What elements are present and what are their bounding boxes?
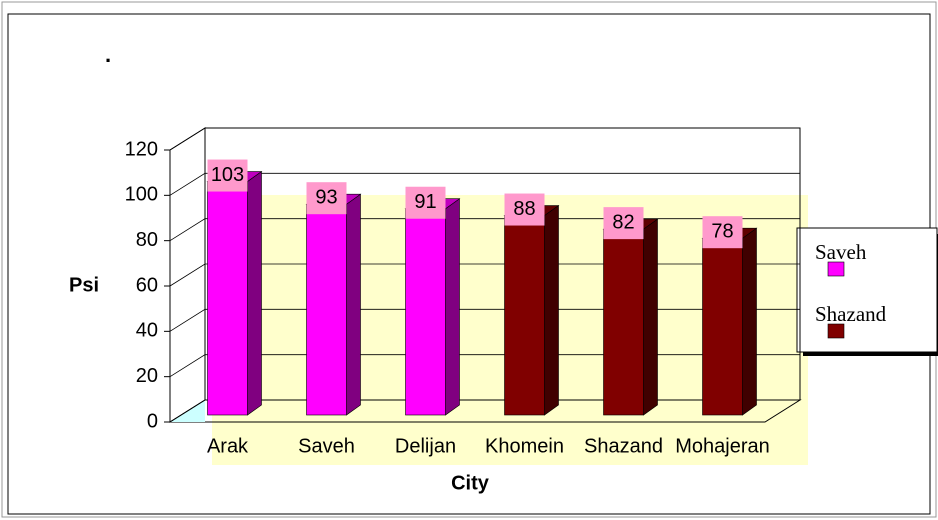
data-label-box (306, 182, 347, 215)
grid-line (169, 127, 800, 151)
grid-line (169, 399, 800, 423)
bar-side (742, 227, 757, 416)
legend: Saveh Shazand (796, 227, 938, 356)
legend-label: Saveh (815, 240, 867, 264)
bar (504, 215, 545, 416)
data-label: 91 (414, 191, 436, 213)
grid-line (169, 263, 800, 287)
bar-side (247, 170, 262, 416)
data-label-box (405, 186, 446, 219)
x-tick-label: Mohajeran (675, 435, 770, 457)
y-tick-label: 20 (136, 365, 158, 387)
x-tick-label: Saveh (298, 435, 355, 457)
x-tick-label: Delijan (395, 435, 456, 457)
chart-title: . (105, 42, 111, 67)
bar (405, 208, 446, 416)
bar-side (445, 198, 460, 416)
grid-line (169, 354, 800, 378)
bar (207, 181, 248, 416)
x-tick-label: Arak (207, 435, 249, 457)
bar-side (643, 218, 658, 416)
bar (603, 228, 644, 416)
data-label: 103 (211, 164, 244, 186)
data-label: 93 (315, 186, 337, 208)
y-tick-label: 80 (136, 229, 158, 251)
y-tick-label: 100 (125, 184, 158, 206)
data-label-box (207, 159, 248, 192)
y-tick-label: 120 (125, 138, 158, 160)
data-label-box (504, 193, 545, 226)
y-tick-label: 60 (136, 274, 158, 296)
y-tick-label: 0 (147, 410, 158, 432)
bar-side (544, 204, 559, 416)
x-tick-label: Khomein (485, 435, 564, 457)
data-label-box (603, 207, 644, 240)
x-tick-label: Shazand (584, 435, 663, 457)
legend-box (796, 227, 938, 353)
grid-line (169, 172, 800, 196)
data-label: 88 (513, 198, 535, 220)
x-axis-label: City (451, 472, 490, 494)
bar-side (346, 193, 361, 416)
y-tick-label: 40 (136, 320, 158, 342)
data-label: 82 (612, 211, 634, 233)
legend-swatch (827, 323, 845, 339)
grid-line (169, 218, 800, 242)
data-label-box (702, 216, 743, 249)
data-label: 78 (711, 220, 733, 242)
legend-swatch (827, 261, 845, 277)
y-axis-label: Psi (69, 274, 99, 296)
grid-line (169, 308, 800, 332)
bar (702, 237, 743, 416)
legend-label: Shazand (815, 302, 887, 326)
bar (306, 203, 347, 416)
